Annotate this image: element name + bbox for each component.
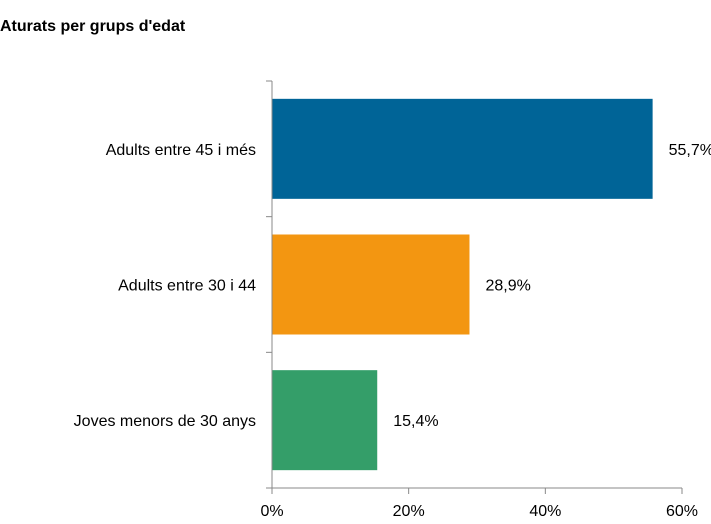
bar [272,234,470,335]
category-label: Adults entre 45 i més [106,142,256,159]
bar [272,98,653,199]
bar [272,370,378,471]
data-label: 55,7% [669,142,711,159]
bars-group: 55,7% 28,9% 15,4% [272,98,711,471]
category-label: Adults entre 30 i 44 [118,278,256,295]
data-label: 15,4% [393,413,438,430]
x-axis: 0% 20% 40% 60% [260,487,698,520]
chart-title: Aturats per grups d'edat [0,18,186,35]
x-tick-label: 20% [393,503,425,520]
y-axis: Adults entre 45 i més Adults entre 30 i 4… [74,80,273,489]
x-tick-label: 0% [260,503,283,520]
category-label: Joves menors de 30 anys [74,413,256,430]
x-tick-label: 60% [666,503,698,520]
data-label: 28,9% [485,278,530,295]
x-tick-label: 40% [529,503,561,520]
